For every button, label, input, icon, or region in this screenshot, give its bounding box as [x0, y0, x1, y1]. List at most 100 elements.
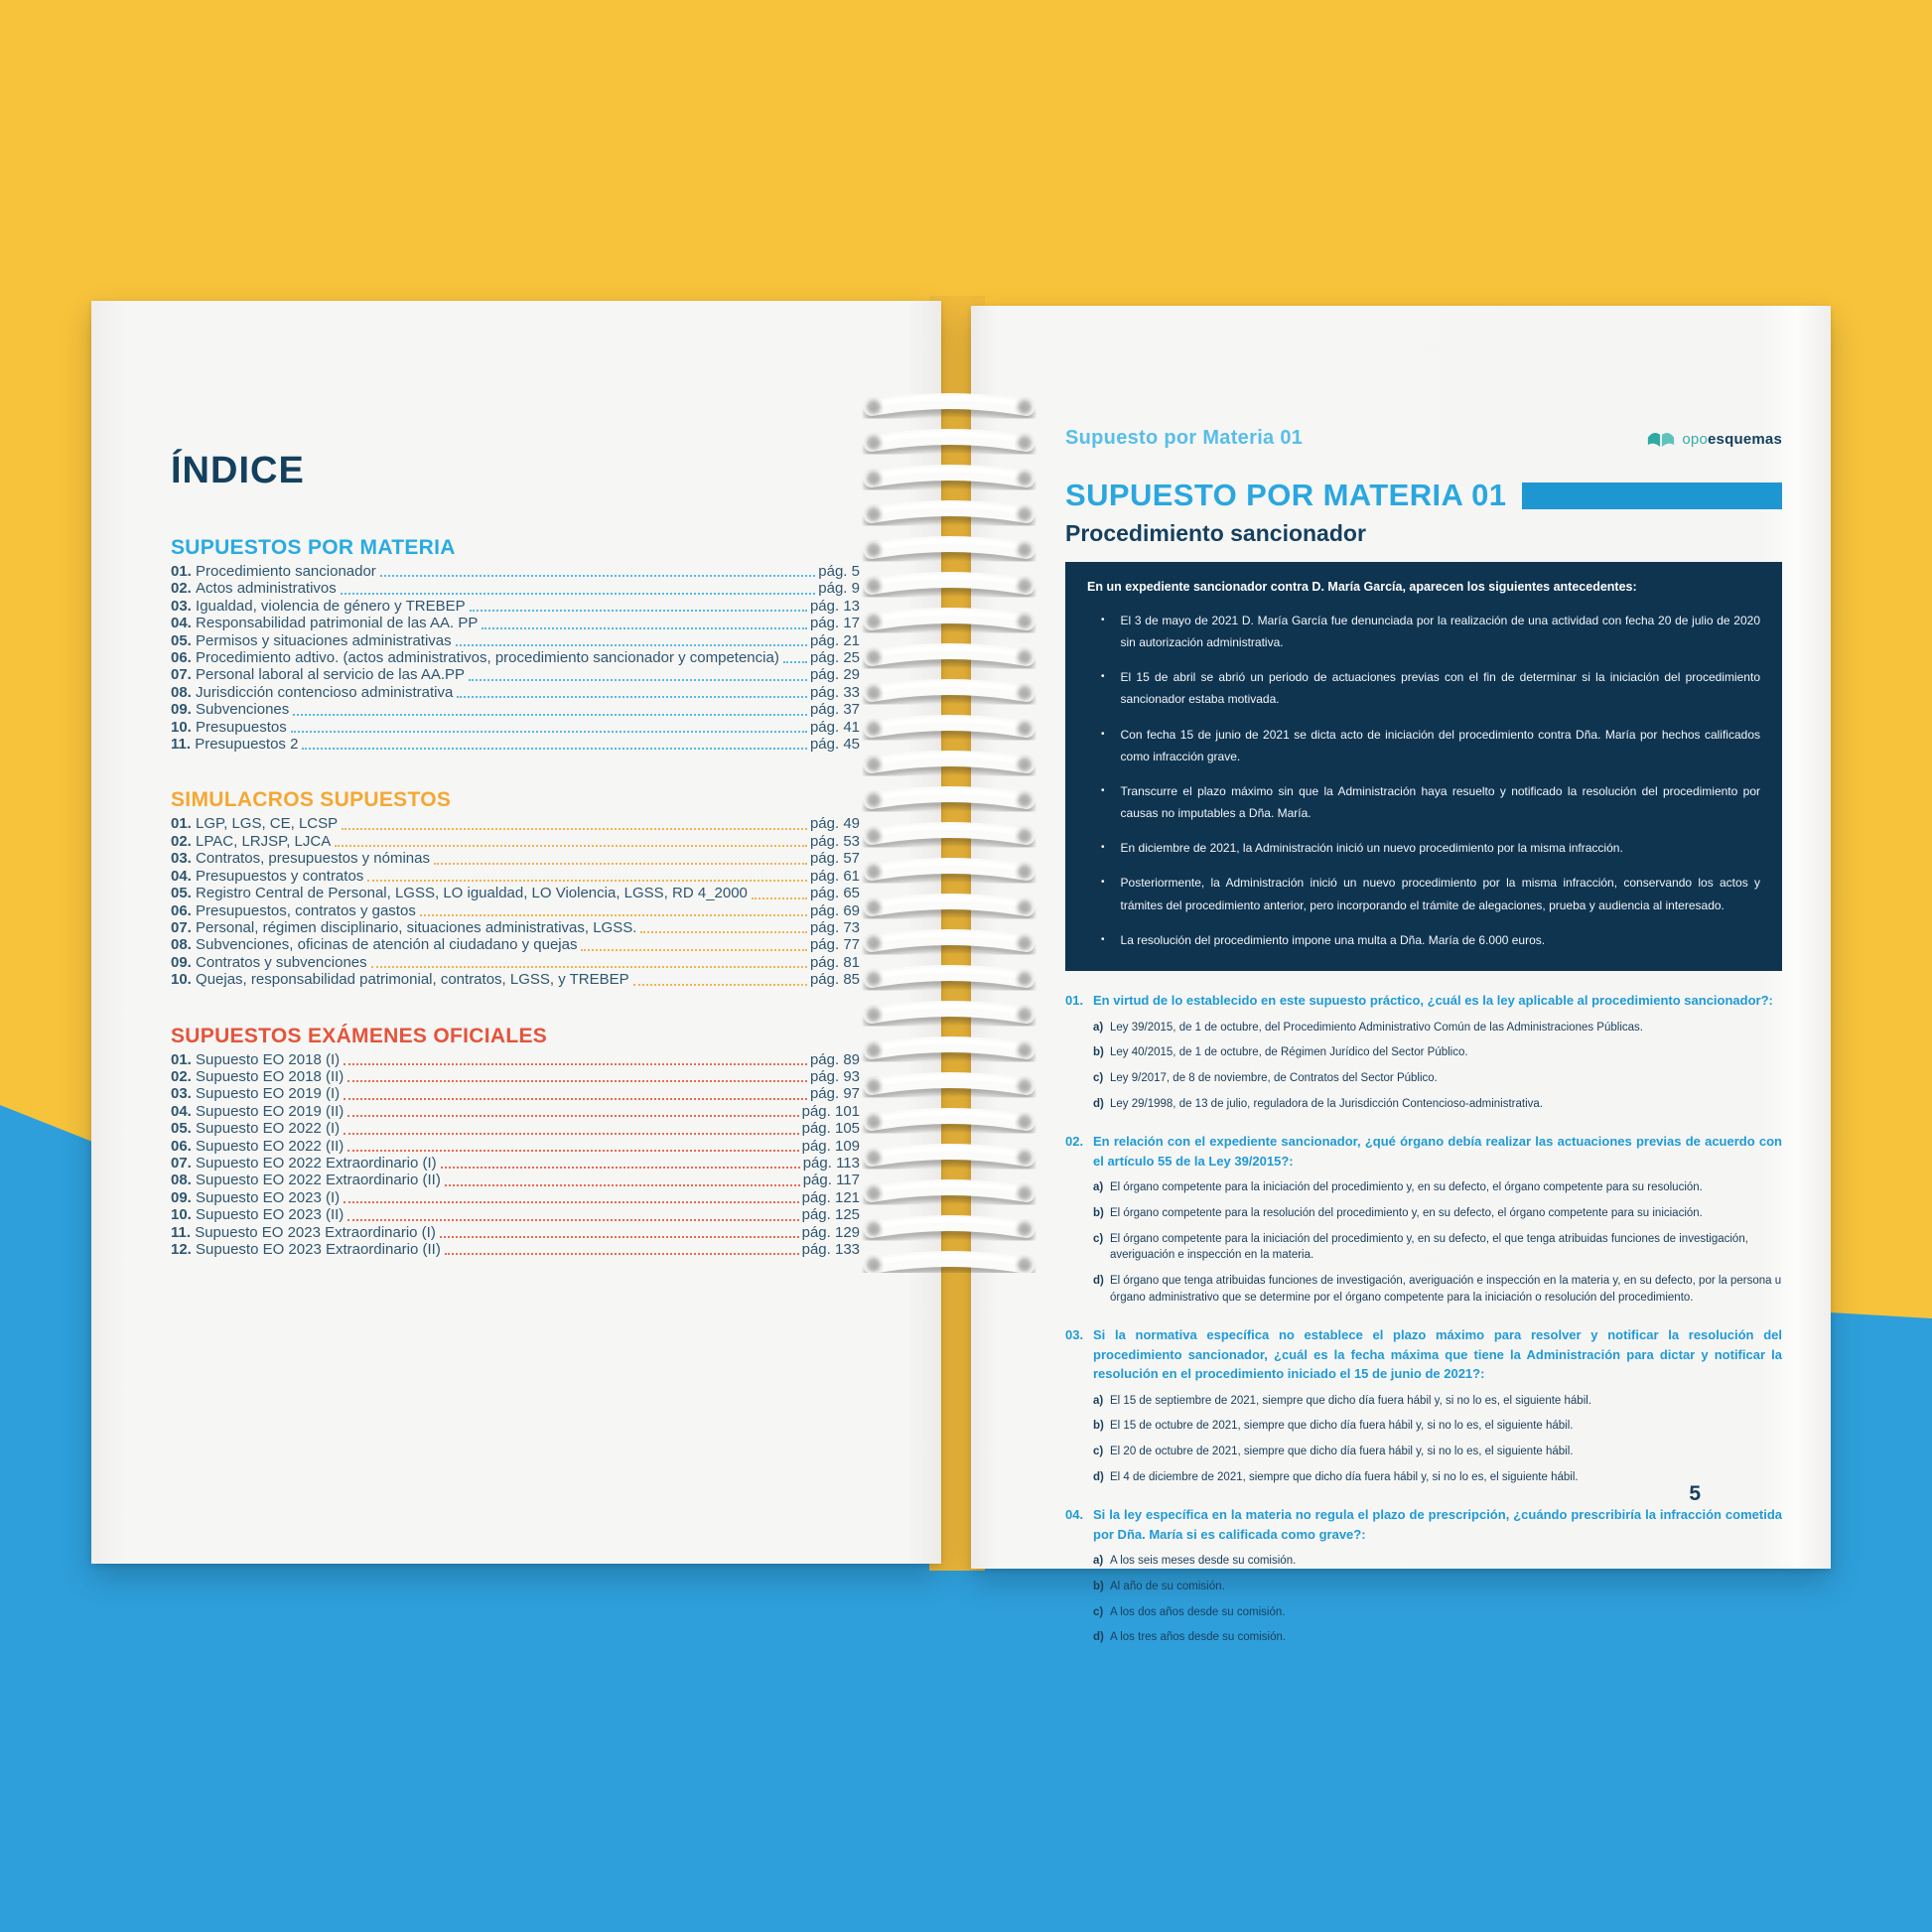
toc-item: 03. Supuesto EO 2019 (I) pág. 97: [171, 1085, 860, 1102]
toc-item-page: pág. 61: [809, 867, 860, 885]
answer-option-text: A los dos años desde su comisión.: [1110, 1605, 1286, 1618]
toc-dotted-leader: [439, 1236, 799, 1238]
toc-item: 09. Supuesto EO 2023 (I) pág. 121: [171, 1189, 860, 1206]
toc-dotted-leader: [581, 948, 807, 951]
question-text: En relación con el expediente sancionado…: [1093, 1134, 1782, 1169]
toc-item-number: 11.: [171, 736, 196, 754]
toc-dotted-leader: [340, 592, 816, 595]
toc-item-number: 01.: [171, 815, 197, 833]
case-bullet-list: • El 3 de mayo de 2021 D. María García fu…: [1087, 610, 1760, 951]
answer-option: b) Al año de su comisión.: [1093, 1579, 1782, 1595]
toc-item-page: pág. 129: [801, 1223, 860, 1241]
answer-option: c) El 20 de octubre de 2021, siempre que …: [1093, 1444, 1782, 1460]
toc-item-label: Supuesto EO 2023 (II): [196, 1206, 345, 1224]
bullet-dot-icon: •: [1101, 728, 1105, 740]
question-number: 02.: [1065, 1134, 1084, 1150]
case-intro: En un expediente sancionador contra D. M…: [1087, 580, 1637, 594]
answer-option-letter: b): [1093, 1046, 1104, 1059]
case-bullet: • El 3 de mayo de 2021 D. María García fu…: [1087, 610, 1760, 653]
answer-option-letter: c): [1093, 1605, 1104, 1618]
answer-option-letter: d): [1093, 1097, 1104, 1110]
toc-item: 05. Permisos y situaciones administrativ…: [171, 632, 860, 649]
case-bullet: • Con fecha 15 de junio de 2021 se dicta …: [1087, 724, 1760, 767]
toc-sections: SUPUESTOS POR MATERIA 01. Procedimiento s…: [171, 536, 860, 1258]
toc-dotted-leader: [469, 610, 807, 613]
toc-item: 08. Subvenciones, oficinas de atención a…: [171, 936, 860, 953]
case-bullet-text: El 15 de abril se abrió un periodo de ac…: [1120, 670, 1760, 707]
toc-item-label: Actos administrativos: [196, 580, 337, 598]
answer-option-text: Ley 29/1998, de 13 de julio, reguladora …: [1110, 1097, 1543, 1110]
toc-dotted-leader: [782, 661, 807, 664]
toc-item-label: Contratos, presupuestos y nóminas: [196, 850, 430, 868]
toc-item-page: pág. 125: [801, 1206, 860, 1224]
toc-dotted-leader: [342, 827, 807, 830]
answer-option: d) El órgano que tenga atribuidas funcion…: [1093, 1273, 1782, 1306]
toc-item-label: Supuesto EO 2018 (I): [196, 1050, 341, 1068]
question-text: En virtud de lo establecido en este supu…: [1093, 993, 1773, 1008]
answer-option-letter: c): [1093, 1071, 1104, 1084]
left-page: ÍNDICE SUPUESTOS POR MATERIA 01. Procedim…: [91, 301, 941, 1564]
toc-item-label: Presupuestos 2: [195, 736, 299, 754]
answer-option: b) El 15 de octubre de 2021, siempre que …: [1093, 1418, 1782, 1435]
bullet-dot-icon: •: [1101, 784, 1105, 796]
toc-item: 08. Supuesto EO 2022 Extraordinario (II)…: [171, 1172, 860, 1188]
toc-item-label: Contratos y subvenciones: [196, 953, 367, 971]
answer-option: c) Ley 9/2017, de 8 de noviembre, de Cont…: [1093, 1070, 1782, 1087]
toc-item-number: 09.: [171, 953, 197, 971]
answer-option-text: El órgano competente para la iniciación …: [1110, 1232, 1748, 1262]
answer-option-letter: b): [1093, 1581, 1104, 1593]
toc-dotted-leader: [347, 1080, 807, 1083]
toc-item-page: pág. 89: [809, 1050, 860, 1068]
toc-item-page: pág. 33: [809, 683, 860, 701]
toc-item-page: pág. 113: [802, 1154, 860, 1172]
toc-item-page: pág. 97: [809, 1085, 860, 1103]
toc-item-page: pág. 21: [809, 631, 860, 649]
toc-item: 11. Supuesto EO 2023 Extraordinario (I) p…: [171, 1224, 860, 1241]
toc-item-label: Jurisdicción contencioso administrativa: [196, 683, 454, 701]
brand-logo: opoesquemas: [1646, 429, 1782, 450]
toc-item-page: pág. 41: [809, 718, 860, 736]
toc-section-heading: SUPUESTOS POR MATERIA: [171, 536, 456, 559]
toc-dotted-leader: [444, 1183, 800, 1186]
toc-item-number: 02.: [171, 1067, 197, 1085]
spiral-binding: [862, 387, 1036, 1280]
answer-option-text: Ley 9/2017, de 8 de noviembre, de Contra…: [1110, 1071, 1438, 1084]
toc-item-number: 09.: [171, 701, 197, 719]
toc-item-label: Supuesto EO 2022 Extraordinario (I): [196, 1154, 437, 1172]
toc-item-label: Presupuestos y contratos: [196, 867, 364, 885]
toc-item-label: Igualdad, violencia de género y TREBEP: [196, 597, 466, 615]
answer-option-text: Ley 40/2015, de 1 de octubre, de Régimen…: [1110, 1046, 1468, 1059]
toc-item-page: pág. 69: [809, 901, 860, 919]
toc-item-label: Presupuestos: [196, 718, 287, 736]
question-list: 01. En virtud de lo establecido en este s…: [1065, 991, 1782, 1646]
toc-dotted-leader: [335, 845, 807, 848]
toc-section: SIMULACROS SUPUESTOS 01. LGP, LGS, CE, LC…: [171, 788, 860, 988]
toc-item-page: pág. 65: [809, 885, 860, 902]
answer-option-letter: a): [1093, 1181, 1104, 1194]
toc-item: 09. Contratos y subvenciones pág. 81: [171, 954, 860, 971]
toc-item-number: 03.: [171, 1085, 197, 1103]
toc-item: 08. Jurisdicción contencioso administrat…: [171, 684, 860, 701]
toc-dotted-leader: [344, 1201, 799, 1204]
case-bullet-text: Con fecha 15 de junio de 2021 se dicta a…: [1120, 727, 1760, 763]
answer-option-text: El órgano competente para la iniciación …: [1110, 1181, 1703, 1194]
toc-item: 01. LGP, LGS, CE, LCSP pág. 49: [171, 815, 860, 832]
toc-item: 02. LPAC, LRJSP, LJCA pág. 53: [171, 833, 860, 850]
toc-dotted-leader: [293, 713, 807, 716]
toc-item: 07. Personal laboral al servicio de las …: [171, 666, 860, 683]
toc-item-label: Supuesto EO 2022 Extraordinario (II): [196, 1172, 441, 1189]
answer-option-letter: a): [1093, 1555, 1104, 1568]
toc-item-number: 05.: [171, 1120, 197, 1138]
toc-item-label: Personal, régimen disciplinario, situaci…: [196, 918, 637, 936]
logo-text-prefix: opo: [1682, 431, 1709, 448]
right-page: Supuesto por Materia 01 opoesquemas SUPU…: [971, 306, 1831, 1643]
toc-item-number: 08.: [171, 1172, 197, 1189]
toc-item-number: 04.: [171, 615, 197, 632]
toc-item-label: Supuesto EO 2022 (I): [196, 1120, 341, 1138]
answer-option-letter: c): [1093, 1232, 1104, 1245]
toc-item-number: 06.: [171, 649, 197, 667]
toc-dotted-leader: [302, 748, 807, 751]
toc-item-number: 05.: [171, 631, 197, 649]
toc-item: 10. Supuesto EO 2023 (II) pág. 125: [171, 1206, 860, 1223]
toc-item-page: pág. 53: [809, 832, 860, 850]
